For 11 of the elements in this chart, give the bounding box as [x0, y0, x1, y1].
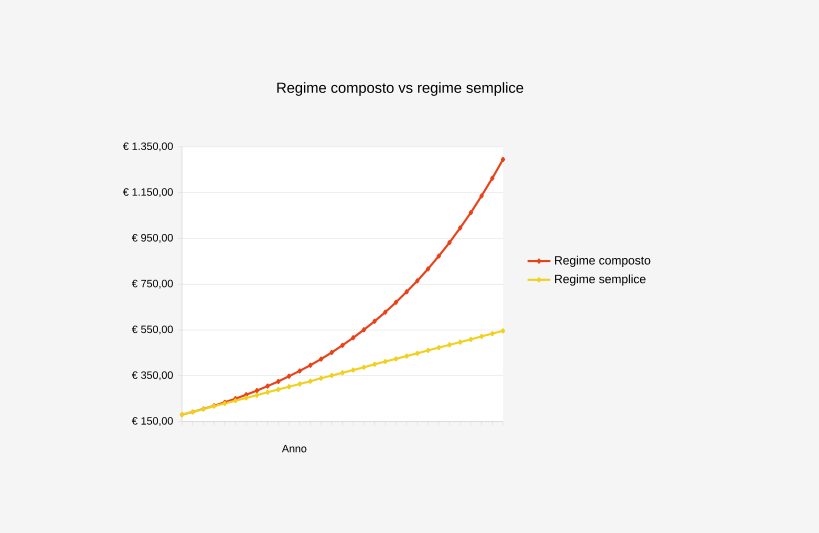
y-tick-label: € 1.150,00 — [122, 188, 173, 198]
y-tick-label: € 150,00 — [132, 417, 173, 426]
y-tick-label: € 350,00 — [132, 371, 173, 380]
y-tick-label: € 950,00 — [132, 234, 173, 243]
x-axis-title: Anno — [282, 444, 306, 452]
legend-label: Regime semplice — [555, 274, 646, 286]
y-tick-label: € 1.350,00 — [122, 142, 173, 152]
legend-label: Regime composto — [555, 256, 650, 267]
chart-title: Regime composto vs regime semplice — [277, 82, 524, 96]
y-tick-label: € 750,00 — [132, 280, 173, 289]
y-tick-label: € 550,00 — [132, 326, 173, 334]
